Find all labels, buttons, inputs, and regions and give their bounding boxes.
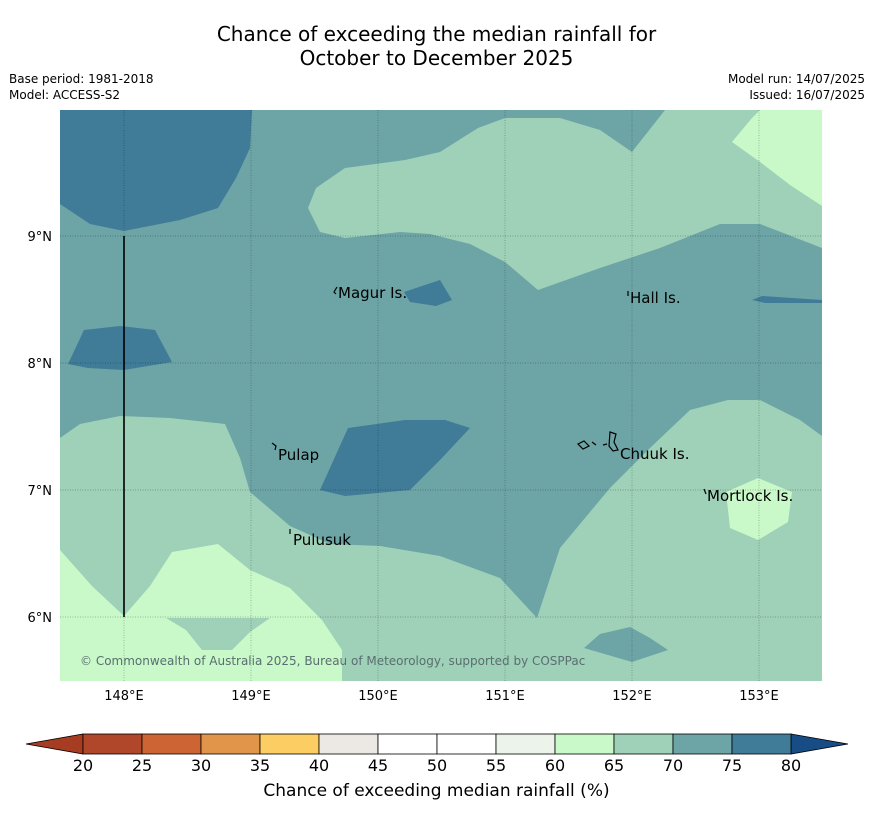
lon-tick-149e: 149°E [231, 689, 271, 704]
lon-tick-150e: 150°E [358, 689, 398, 704]
zone-65-70-pocket [166, 618, 270, 650]
zone-75-80-magur [404, 280, 452, 306]
colorbar-low-extension [25, 733, 84, 755]
colorbar-tick-label: 80 [781, 756, 801, 775]
colorbar-segment [554, 733, 615, 755]
model-run: Model run: 14/07/2025 [727, 72, 865, 86]
lat-tick-6n: 6°N [28, 611, 53, 626]
map-area: Magur Is. Hall Is. Pulap Chuuk Is. Mortl… [60, 110, 822, 681]
magur-island-outline [333, 286, 338, 295]
colorbar-tick-label: 40 [309, 756, 329, 775]
lon-tick-152e: 152°E [612, 689, 652, 704]
colorbar-label: Chance of exceeding median rainfall (%) [263, 781, 610, 801]
place-label-pulusuk: Pulusuk [293, 531, 351, 549]
map-title: Chance of exceeding the median rainfall … [0, 22, 873, 70]
colorbar-segment [613, 733, 674, 755]
zone-75-80-central [320, 420, 470, 496]
meta-left: Base period: 1981-2018 Model: ACCESS-S2 [9, 71, 154, 103]
chuuk-island-outline [576, 431, 619, 452]
zone-60-65-southwest [60, 544, 342, 681]
colorbar-segment [495, 733, 556, 755]
zone-75-80-west [68, 326, 172, 370]
island-outlines [271, 286, 707, 534]
model-name: Model: ACCESS-S2 [9, 88, 121, 102]
colorbar-segment [731, 733, 792, 755]
place-label-mortlock: Mortlock Is. [707, 487, 793, 505]
colorbar: 20 25 30 35 40 45 50 55 60 65 70 75 80 [25, 733, 849, 775]
title-line-1: Chance of exceeding the median rainfall … [216, 22, 657, 46]
colorbar-high-extension [790, 733, 849, 755]
colorbar-tick-label: 60 [545, 756, 565, 775]
colorbar-segment [318, 733, 379, 755]
title-line-2: October to December 2025 [299, 46, 574, 70]
zone-60-65-northeast [732, 110, 822, 206]
lon-tick-153e: 153°E [739, 689, 779, 704]
colorbar-segment [377, 733, 438, 755]
gridlines [60, 110, 822, 681]
place-labels: Magur Is. Hall Is. Pulap Chuuk Is. Mortl… [278, 284, 793, 549]
zone-70-75-southeast [584, 627, 668, 662]
colorbar-segment [141, 733, 202, 755]
place-label-chuuk: Chuuk Is. [620, 445, 689, 463]
colorbar-tick-label: 30 [191, 756, 211, 775]
colorbar-tick-label: 55 [486, 756, 506, 775]
place-label-magur: Magur Is. [338, 284, 407, 302]
place-label-hall: Hall Is. [630, 289, 681, 307]
colorbar-segment [82, 733, 143, 755]
zone-65-70-north [308, 110, 822, 290]
lat-tick-8n: 8°N [28, 357, 53, 372]
mortlock-island-outline [703, 488, 707, 495]
copyright-notice: © Commonwealth of Australia 2025, Bureau… [80, 654, 585, 668]
colorbar-tick-label: 20 [73, 756, 93, 775]
colorbar-tick-label: 50 [427, 756, 447, 775]
zone-60-65-mortlock [726, 478, 792, 540]
colorbar-segment [672, 733, 733, 755]
lat-tick-labels: 9°N 8°N 7°N 6°N [28, 230, 53, 626]
colorbar-segment [200, 733, 261, 755]
colorbar-tick-label: 45 [368, 756, 388, 775]
meta-right: Model run: 14/07/2025 Issued: 16/07/2025 [728, 71, 865, 103]
colorbar-tick-label: 75 [722, 756, 742, 775]
colorbar-tick-label: 70 [663, 756, 683, 775]
colorbar-segment [259, 733, 320, 755]
base-period: Base period: 1981-2018 [9, 72, 154, 86]
colorbar-segment [436, 733, 497, 755]
zone-75-80-northwest [60, 110, 252, 231]
lat-tick-9n: 9°N [28, 230, 53, 245]
lon-tick-labels: 148°E 149°E 150°E 151°E 152°E 153°E [104, 689, 779, 704]
colorbar-tick-label: 35 [250, 756, 270, 775]
lon-tick-148e: 148°E [104, 689, 144, 704]
colorbar-tick-label: 65 [604, 756, 624, 775]
issued-date: Issued: 16/07/2025 [749, 88, 865, 102]
place-label-pulap: Pulap [278, 446, 319, 464]
lat-tick-7n: 7°N [28, 484, 53, 499]
colorbar-tick-label: 25 [132, 756, 152, 775]
lon-tick-151e: 151°E [485, 689, 525, 704]
pulap-island-outline [271, 442, 277, 451]
zone-75-80-hall [752, 296, 822, 303]
